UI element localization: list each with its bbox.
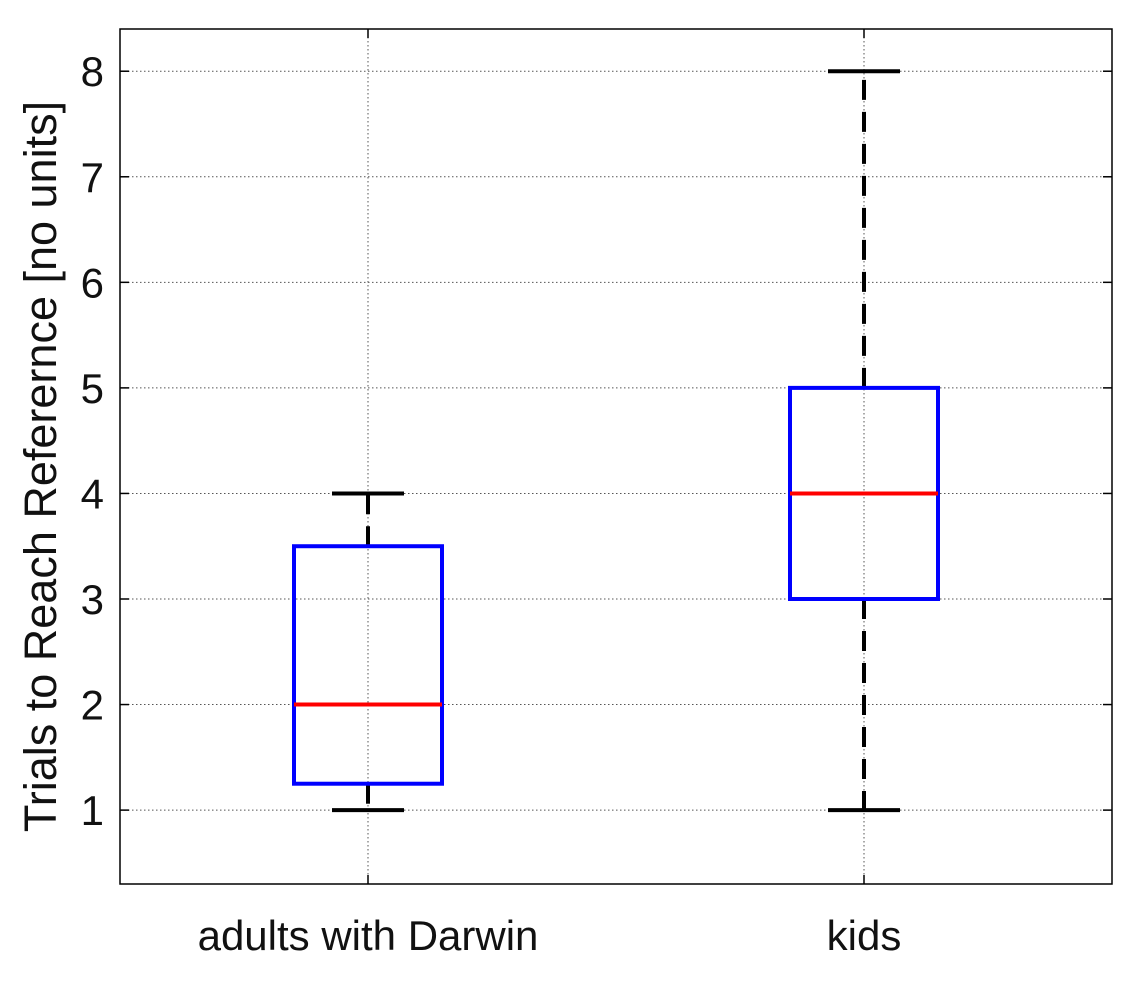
plot-frame [119, 28, 1113, 885]
box-group [788, 69, 940, 813]
y-tick-label: 7 [81, 154, 104, 201]
y-tick-label: 2 [81, 682, 104, 729]
x-category-label: kids [827, 912, 902, 959]
grid-lines [120, 29, 1112, 884]
tick-labels: 1 2 3 4 5 6 7 8 adults with Darwin kids [81, 48, 902, 959]
y-tick-label: 3 [81, 576, 104, 623]
y-tick-label: 6 [81, 259, 104, 306]
y-tick-label: 8 [81, 48, 104, 95]
y-tick-label: 4 [81, 470, 104, 517]
axis-ticks [120, 29, 1112, 884]
y-tick-label: 5 [81, 365, 104, 412]
y-axis-label: Trials to Reach Referernce [no units] [15, 101, 66, 832]
box-series [292, 69, 940, 813]
y-tick-label: 1 [81, 787, 104, 834]
x-category-label: adults with Darwin [198, 912, 539, 959]
iqr-box [292, 544, 444, 786]
box-group [292, 491, 444, 813]
